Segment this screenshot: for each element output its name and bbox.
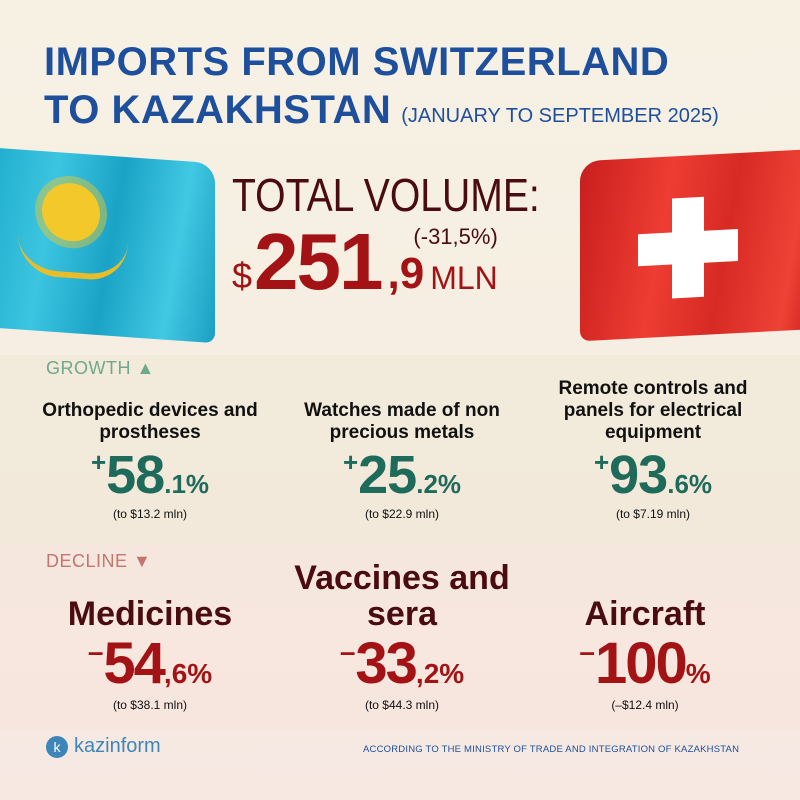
item-title: Watches made of non precious metals (304, 400, 500, 443)
item-value: –33,2% (282, 632, 522, 696)
growth-label: GROWTH ▲ (46, 358, 155, 379)
value-big: 25 (358, 445, 417, 505)
switzerland-flag-icon (580, 148, 800, 342)
kazakhstan-flag-icon (0, 146, 215, 344)
sign: + (90, 447, 107, 477)
item-value: –54,6% (30, 632, 270, 696)
decline-band (0, 545, 800, 730)
decline-label-text: DECLINE (46, 551, 128, 571)
item-title: Medicines (67, 595, 233, 633)
value-big: 58 (106, 445, 165, 505)
value-small: .6% (667, 469, 713, 499)
total-right-group: (-31,5%) ,9 MLN (388, 226, 498, 302)
triangle-up-icon: ▲ (136, 358, 155, 378)
total-currency: $ (232, 255, 253, 296)
decline-item: Aircraft –100% (–$12.4 mln) (525, 560, 765, 712)
logo-text: kazinform (74, 735, 161, 757)
total-unit: MLN (430, 260, 498, 296)
period: (JANUARY TO SEPTEMBER 2025) (401, 105, 719, 127)
total-volume-label: TOTAL VOLUME: (232, 169, 540, 221)
item-title: Vaccines and sera (294, 559, 510, 633)
item-title: Remote controls and panels for electrica… (558, 378, 748, 443)
item-note: (to $13.2 mln) (112, 507, 188, 522)
total-decimal-row: ,9 MLN (388, 252, 498, 296)
cross-horizontal (638, 229, 738, 267)
decline-item: Vaccines and sera –33,2% (to $44.3 mln) (282, 560, 522, 712)
sign: – (87, 636, 104, 667)
decline-label: DECLINE ▼ (46, 551, 151, 572)
value-big: 93 (609, 445, 668, 505)
sun-icon (42, 181, 100, 244)
sign: + (593, 447, 610, 477)
title-row-2: TO KAZAKHSTAN (JANUARY TO SEPTEMBER 2025… (44, 90, 719, 130)
kazinform-logo: k kazinform (46, 735, 161, 758)
item-title: Orthopedic devices and prostheses (42, 400, 258, 443)
item-value: +25.2% (282, 445, 522, 505)
title-line-1: IMPORTS FROM SWITZERLAND (44, 40, 670, 84)
value-small: .2% (416, 469, 462, 499)
value-big: 33 (355, 631, 417, 696)
kazinform-logo-icon: k (46, 735, 68, 758)
triangle-down-icon: ▼ (133, 551, 152, 571)
item-value: +58.1% (30, 445, 270, 505)
growth-item: Orthopedic devices and prostheses +58.1%… (30, 378, 270, 521)
value-small: .1% (164, 469, 210, 499)
sign: – (579, 636, 595, 667)
title-line-2: TO KAZAKHSTAN (44, 88, 392, 132)
growth-band (0, 355, 800, 545)
growth-item: Watches made of non precious metals +25.… (282, 378, 522, 521)
source-note: ACCORDING TO THE MINISTRY OF TRADE AND I… (363, 744, 740, 755)
item-note: (to $22.9 mln) (364, 507, 440, 522)
growth-label-text: GROWTH (46, 358, 131, 378)
growth-item: Remote controls and panels for electrica… (533, 378, 773, 521)
eagle-icon (18, 234, 128, 283)
sign: + (342, 447, 359, 477)
value-big: 100 (594, 631, 688, 696)
decline-item: Medicines –54,6% (to $38.1 mln) (30, 560, 270, 712)
item-note: (to $7.19 mln) (615, 507, 691, 522)
total-volume-value: $ 251 (-31,5%) ,9 MLN (232, 222, 498, 302)
sign: – (339, 636, 356, 667)
total-change: (-31,5%) (413, 224, 498, 249)
value-small: ,2% (415, 658, 465, 689)
item-title: Aircraft (584, 595, 706, 633)
total-value-decimal: ,9 (387, 249, 425, 298)
value-big: 54 (103, 631, 165, 696)
value-small: % (685, 658, 711, 689)
item-note: (to $44.3 mln) (364, 697, 440, 712)
value-small: ,6% (163, 658, 213, 689)
total-value: 251 (254, 217, 383, 306)
item-note: (to $38.1 mln) (112, 697, 188, 712)
item-note: (–$12.4 mln) (611, 697, 679, 712)
item-value: –100% (525, 632, 765, 696)
item-value: +93.6% (533, 445, 773, 505)
